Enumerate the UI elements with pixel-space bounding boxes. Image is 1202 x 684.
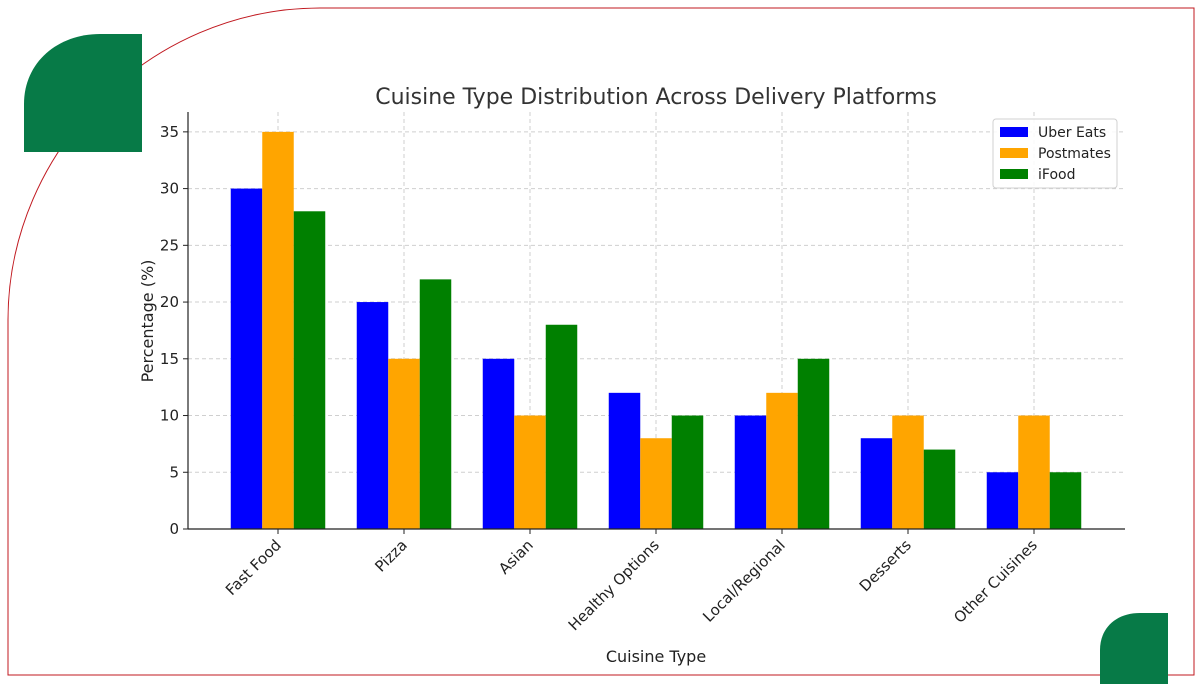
y-axis-title: Percentage (%) (138, 260, 157, 383)
x-tick-label: Local/Regional (699, 536, 789, 626)
y-tick-label: 25 (160, 236, 179, 254)
legend-label: Uber Eats (1038, 125, 1106, 141)
x-tick-label: Desserts (856, 536, 915, 595)
legend: Uber Eats Postmates iFood (992, 118, 1118, 189)
x-tick-labels: Fast Food Pizza Asian Healthy Options Local/… (222, 536, 1041, 634)
legend-swatch (1000, 169, 1028, 179)
bar-uber-eats (230, 188, 263, 529)
chart-title: Cuisine Type Distribution Across Deliver… (375, 85, 937, 110)
bar-postmates (262, 131, 294, 529)
y-tick-label: 10 (160, 407, 179, 425)
bar-uber-eats (356, 302, 389, 529)
legend-swatch (1000, 127, 1028, 137)
accent-shape-bottom-right (1100, 613, 1168, 684)
bar-postmates (892, 415, 924, 529)
x-tick-label: Healthy Options (565, 536, 663, 634)
legend-label: Postmates (1038, 146, 1111, 162)
bar-uber-eats (482, 358, 515, 529)
x-tick-label: Other Cuisines (950, 536, 1041, 627)
bar-ifood (1049, 472, 1082, 529)
accent-shape-top-left (24, 34, 142, 152)
bar-ifood (545, 324, 578, 529)
y-tick-label: 35 (160, 123, 179, 141)
x-tick-label: Pizza (371, 536, 410, 575)
legend-swatch (1000, 148, 1028, 158)
bar-postmates (766, 392, 798, 529)
axes (183, 112, 1125, 534)
bar-ifood (419, 279, 452, 529)
bar-postmates (640, 438, 672, 529)
y-tick-label: 15 (160, 350, 179, 368)
y-tick-labels: 0 5 10 15 20 25 30 35 (160, 123, 179, 538)
y-tick-label: 30 (160, 180, 179, 198)
bar-uber-eats (608, 392, 641, 529)
x-tick-label: Asian (495, 536, 537, 578)
bar-ifood (797, 358, 830, 529)
bar-ifood (923, 449, 956, 529)
bar-uber-eats (734, 415, 767, 529)
bar-postmates (514, 415, 546, 529)
bar-uber-eats (986, 472, 1019, 529)
x-tick-label: Fast Food (222, 536, 285, 599)
bar-postmates (388, 358, 420, 529)
bar-uber-eats (860, 438, 893, 529)
x-axis-title: Cuisine Type (606, 647, 706, 666)
bar-ifood (293, 211, 326, 530)
bars (230, 131, 1082, 530)
bar-ifood (671, 415, 704, 529)
bar-postmates (1018, 415, 1050, 529)
y-tick-label: 20 (160, 293, 179, 311)
y-tick-label: 5 (169, 463, 179, 481)
legend-label: iFood (1038, 167, 1075, 183)
y-tick-label: 0 (169, 520, 179, 538)
